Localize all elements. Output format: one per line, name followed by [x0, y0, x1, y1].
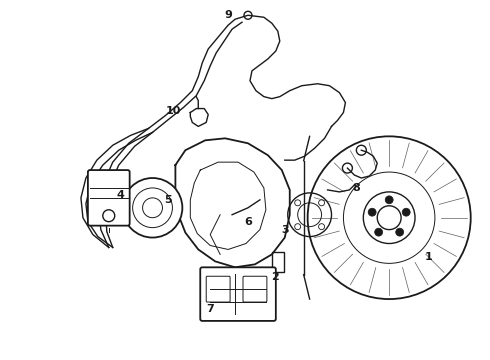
Text: 4: 4 — [117, 190, 124, 200]
Circle shape — [385, 196, 393, 204]
Text: 6: 6 — [244, 217, 252, 227]
Circle shape — [396, 228, 404, 236]
Text: 9: 9 — [224, 10, 232, 20]
Text: 3: 3 — [281, 225, 289, 235]
Text: 1: 1 — [425, 252, 433, 262]
Circle shape — [375, 228, 383, 236]
Text: 2: 2 — [271, 272, 279, 282]
Text: 7: 7 — [206, 304, 214, 314]
Circle shape — [368, 208, 376, 216]
Circle shape — [122, 178, 182, 238]
Circle shape — [377, 206, 401, 230]
FancyBboxPatch shape — [88, 170, 130, 226]
FancyBboxPatch shape — [200, 267, 276, 321]
Circle shape — [402, 208, 410, 216]
Text: 8: 8 — [352, 183, 360, 193]
Text: 5: 5 — [165, 195, 172, 205]
Text: 10: 10 — [166, 105, 181, 116]
